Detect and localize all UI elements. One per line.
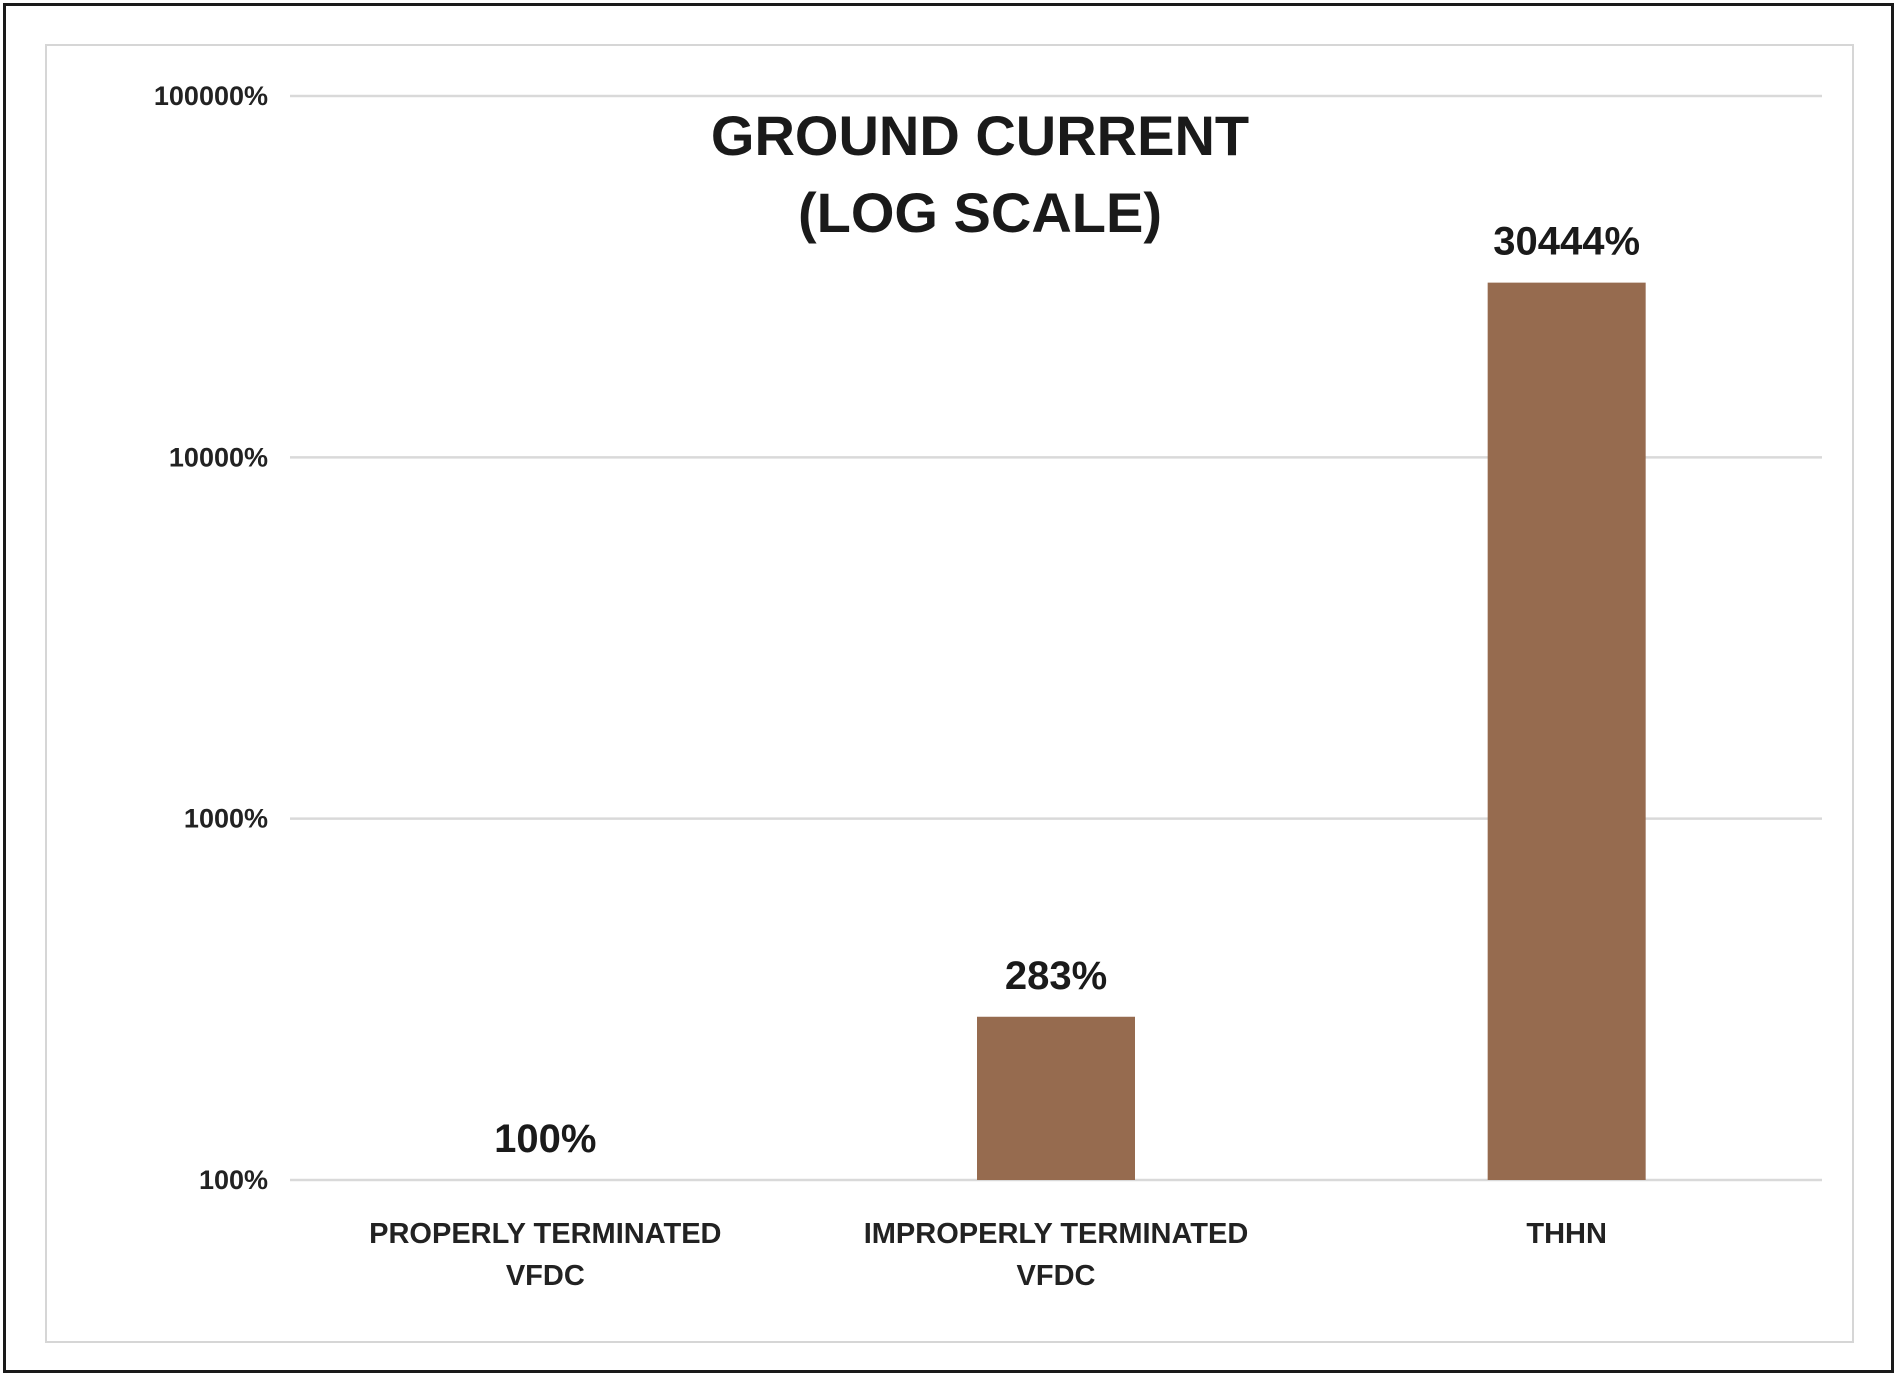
category-label: PROPERLY TERMINATED [369,1218,721,1250]
bar [1487,282,1646,1180]
y-tick-label: 100% [199,1165,268,1195]
category-label: VFDC [506,1260,585,1292]
data-label: 283% [1005,954,1107,998]
chart-title: GROUND CURRENT [711,104,1249,167]
bar [977,1016,1135,1180]
chart-area-frame [45,44,1854,1343]
category-label: IMPROPERLY TERMINATED [864,1218,1249,1250]
y-axis-tick-labels: 100% 1000% 10000% 100000% [154,81,268,1195]
data-label: 30444% [1493,220,1640,264]
x-axis-category-labels: PROPERLY TERMINATED VFDC IMPROPERLY TERMIN… [369,1218,1607,1292]
y-tick-label: 1000% [184,804,268,834]
data-label: 100% [494,1117,596,1161]
chart-subtitle: (LOG SCALE) [798,181,1162,244]
data-labels: 100% 283% 30444% [494,220,1640,1161]
outer-frame [3,3,1894,1373]
y-tick-label: 10000% [169,442,268,472]
category-label: VFDC [1017,1260,1096,1292]
category-label: THHN [1526,1218,1607,1250]
bars [977,282,1646,1180]
y-tick-label: 100000% [154,81,268,111]
